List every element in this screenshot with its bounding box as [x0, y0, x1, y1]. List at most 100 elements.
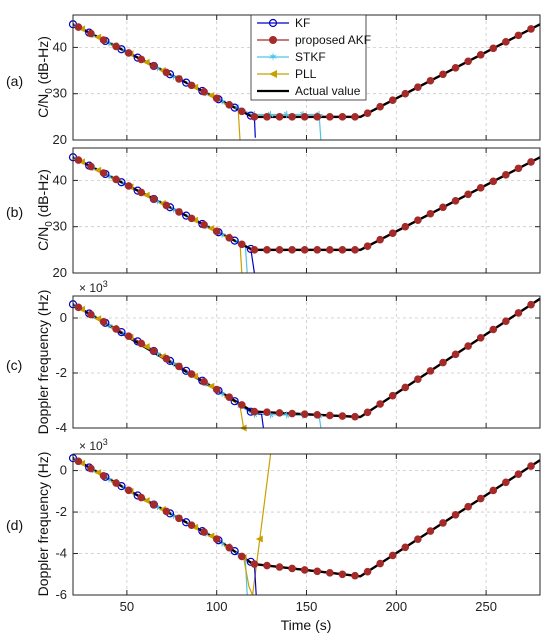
- proposed-akf-marker: [388, 96, 397, 104]
- pll-marker: [142, 343, 150, 351]
- proposed-akf-marker: [200, 378, 208, 386]
- pll-marker: [207, 532, 215, 540]
- proposed-akf-marker: [200, 528, 208, 536]
- proposed-akf-marker: [99, 317, 108, 326]
- proposed-akf-marker: [300, 566, 309, 574]
- y-tick-label: -2: [55, 365, 67, 380]
- series-line-stkf: [72, 303, 322, 429]
- proposed-akf-marker: [489, 486, 498, 495]
- x-tick-label: 250: [475, 599, 497, 614]
- y-axis-label-d: Doppler frequency (Hz): [35, 452, 51, 597]
- proposed-akf-marker: [464, 57, 472, 66]
- proposed-akf-marker: [464, 190, 472, 199]
- proposed-akf-marker: [514, 31, 523, 40]
- proposed-akf-marker: [313, 411, 322, 419]
- proposed-akf-marker: [74, 457, 83, 466]
- panel-label-d: (d): [6, 517, 23, 533]
- proposed-akf-marker: [401, 383, 410, 392]
- panel-a: 20 30 40 (a) C/N0 (dB-Hz) KF proposed AKF …: [6, 14, 541, 147]
- proposed-akf-marker: [502, 38, 510, 46]
- proposed-akf-marker: [250, 560, 259, 568]
- proposed-akf-marker: [238, 240, 246, 249]
- y-tick-label: 20: [53, 265, 67, 280]
- y-axis-label-c: Doppler frequency (Hz): [35, 290, 51, 435]
- series-line-pll: [72, 303, 245, 429]
- proposed-akf-marker: [187, 370, 196, 378]
- proposed-akf-marker: [150, 347, 158, 355]
- y-tick-label: 0: [60, 463, 67, 478]
- pll-marker: [94, 315, 102, 323]
- proposed-akf-marker: [250, 246, 259, 254]
- proposed-akf-marker: [451, 510, 460, 519]
- y-tick-label: -6: [55, 587, 67, 602]
- proposed-akf-marker: [263, 246, 271, 254]
- y-tick-label: 0: [60, 310, 67, 325]
- proposed-akf-marker: [275, 113, 284, 121]
- proposed-akf-marker: [476, 184, 485, 192]
- proposed-akf-marker: [162, 201, 171, 210]
- proposed-akf-marker: [476, 494, 485, 503]
- panel-c: -4 -2 0 × 103 (c) Doppler frequency (Hz): [6, 279, 541, 435]
- proposed-akf-marker: [326, 246, 334, 254]
- proposed-akf-marker: [238, 107, 246, 116]
- proposed-akf-marker: [489, 44, 498, 53]
- proposed-akf-marker: [338, 570, 347, 579]
- proposed-akf-marker: [275, 409, 284, 417]
- y-tick-label: 40: [53, 39, 67, 54]
- y-tick-label: -4: [55, 420, 67, 435]
- legend-label-pll: PLL: [295, 67, 317, 81]
- pll-marker: [207, 382, 215, 390]
- proposed-akf-marker: [250, 407, 259, 416]
- proposed-akf-marker: [514, 309, 523, 317]
- proposed-akf-marker: [225, 543, 234, 552]
- series-line-pll: [72, 23, 241, 141]
- y-tick-label: 40: [53, 172, 67, 187]
- proposed-akf-marker: [351, 113, 359, 121]
- legend-label-kf: KF: [295, 16, 310, 30]
- series-line-stkf: [72, 156, 248, 274]
- proposed-akf-marker: [476, 333, 485, 342]
- proposed-akf-marker: [489, 325, 498, 334]
- kf-marker: [182, 366, 191, 375]
- legend-label-stkf: STKF: [295, 50, 326, 64]
- proposed-akf-marker: [527, 158, 535, 166]
- proposed-akf-marker: [99, 169, 108, 177]
- proposed-akf-marker: [288, 246, 296, 254]
- legend-label-proposed-akf: proposed AKF: [295, 33, 371, 47]
- proposed-akf-marker: [388, 229, 397, 237]
- pll-marker: [255, 535, 263, 543]
- proposed-akf-marker: [451, 350, 460, 359]
- proposed-akf-marker: [87, 464, 95, 473]
- x-tick-label: 150: [296, 599, 318, 614]
- proposed-akf-marker: [112, 175, 120, 184]
- proposed-akf-marker: [527, 462, 535, 470]
- proposed-akf-marker: [451, 196, 460, 205]
- legend-entry-stkf: ✶ STKF: [257, 50, 326, 64]
- proposed-akf-marker: [74, 23, 83, 31]
- proposed-akf-marker: [401, 543, 410, 552]
- proposed-akf-marker: [162, 507, 171, 516]
- proposed-akf-marker: [527, 300, 535, 309]
- pll-marker: [94, 33, 102, 41]
- proposed-akf-marker: [414, 535, 422, 543]
- proposed-akf-marker: [175, 75, 183, 83]
- panel-label-b: (b): [6, 204, 23, 220]
- exponent-label-d: × 103: [79, 437, 108, 453]
- proposed-akf-marker: [137, 55, 146, 64]
- proposed-akf-marker: [426, 76, 435, 85]
- kf-marker: [230, 397, 239, 406]
- panel-label-c: (c): [6, 357, 22, 373]
- panel-d: -6 -4 -2 0 50 100 150 200 250 × 103 (d) Doppler…: [6, 437, 541, 633]
- y-tick-label: -4: [55, 546, 67, 561]
- proposed-akf-marker: [326, 113, 334, 121]
- x-tick-label: 50: [120, 599, 134, 614]
- proposed-akf-marker: [514, 164, 523, 173]
- proposed-akf-marker: [313, 567, 322, 576]
- proposed-akf-marker: [175, 362, 183, 371]
- pll-marker: [207, 92, 215, 100]
- proposed-akf-marker: [112, 479, 120, 487]
- proposed-akf-marker: [451, 63, 460, 72]
- proposed-akf-marker: [288, 113, 296, 121]
- proposed-akf-marker: [338, 412, 347, 420]
- proposed-akf-marker: [137, 493, 146, 502]
